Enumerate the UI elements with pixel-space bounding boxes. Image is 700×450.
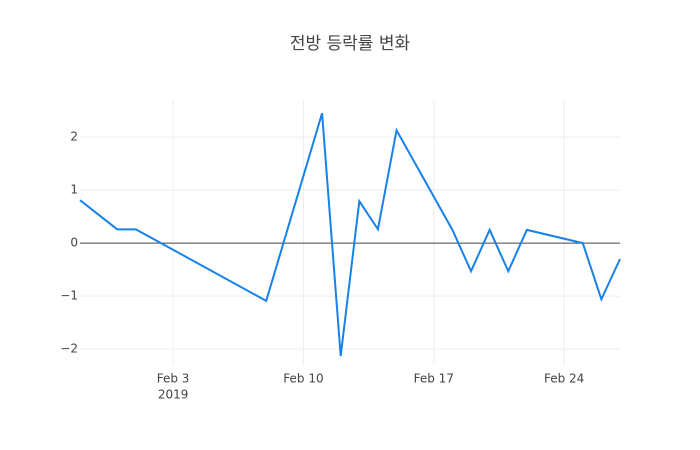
- y-tick-label: −1: [60, 289, 78, 303]
- data-line: [79, 112, 621, 357]
- y-tick-label: 0: [70, 236, 78, 250]
- y-tick-label: 1: [70, 183, 78, 197]
- y-tick-label: 2: [70, 130, 78, 144]
- x-tick-label: Feb 3: [157, 372, 190, 386]
- x-tick-label: Feb 24: [544, 372, 584, 386]
- x-tick-year: 2019: [158, 388, 189, 402]
- x-tick-label: Feb 10: [283, 372, 323, 386]
- y-tick-label: −2: [60, 342, 78, 356]
- x-tick-label: Feb 17: [414, 372, 454, 386]
- chart-title: 전방 등락률 변화: [290, 34, 411, 54]
